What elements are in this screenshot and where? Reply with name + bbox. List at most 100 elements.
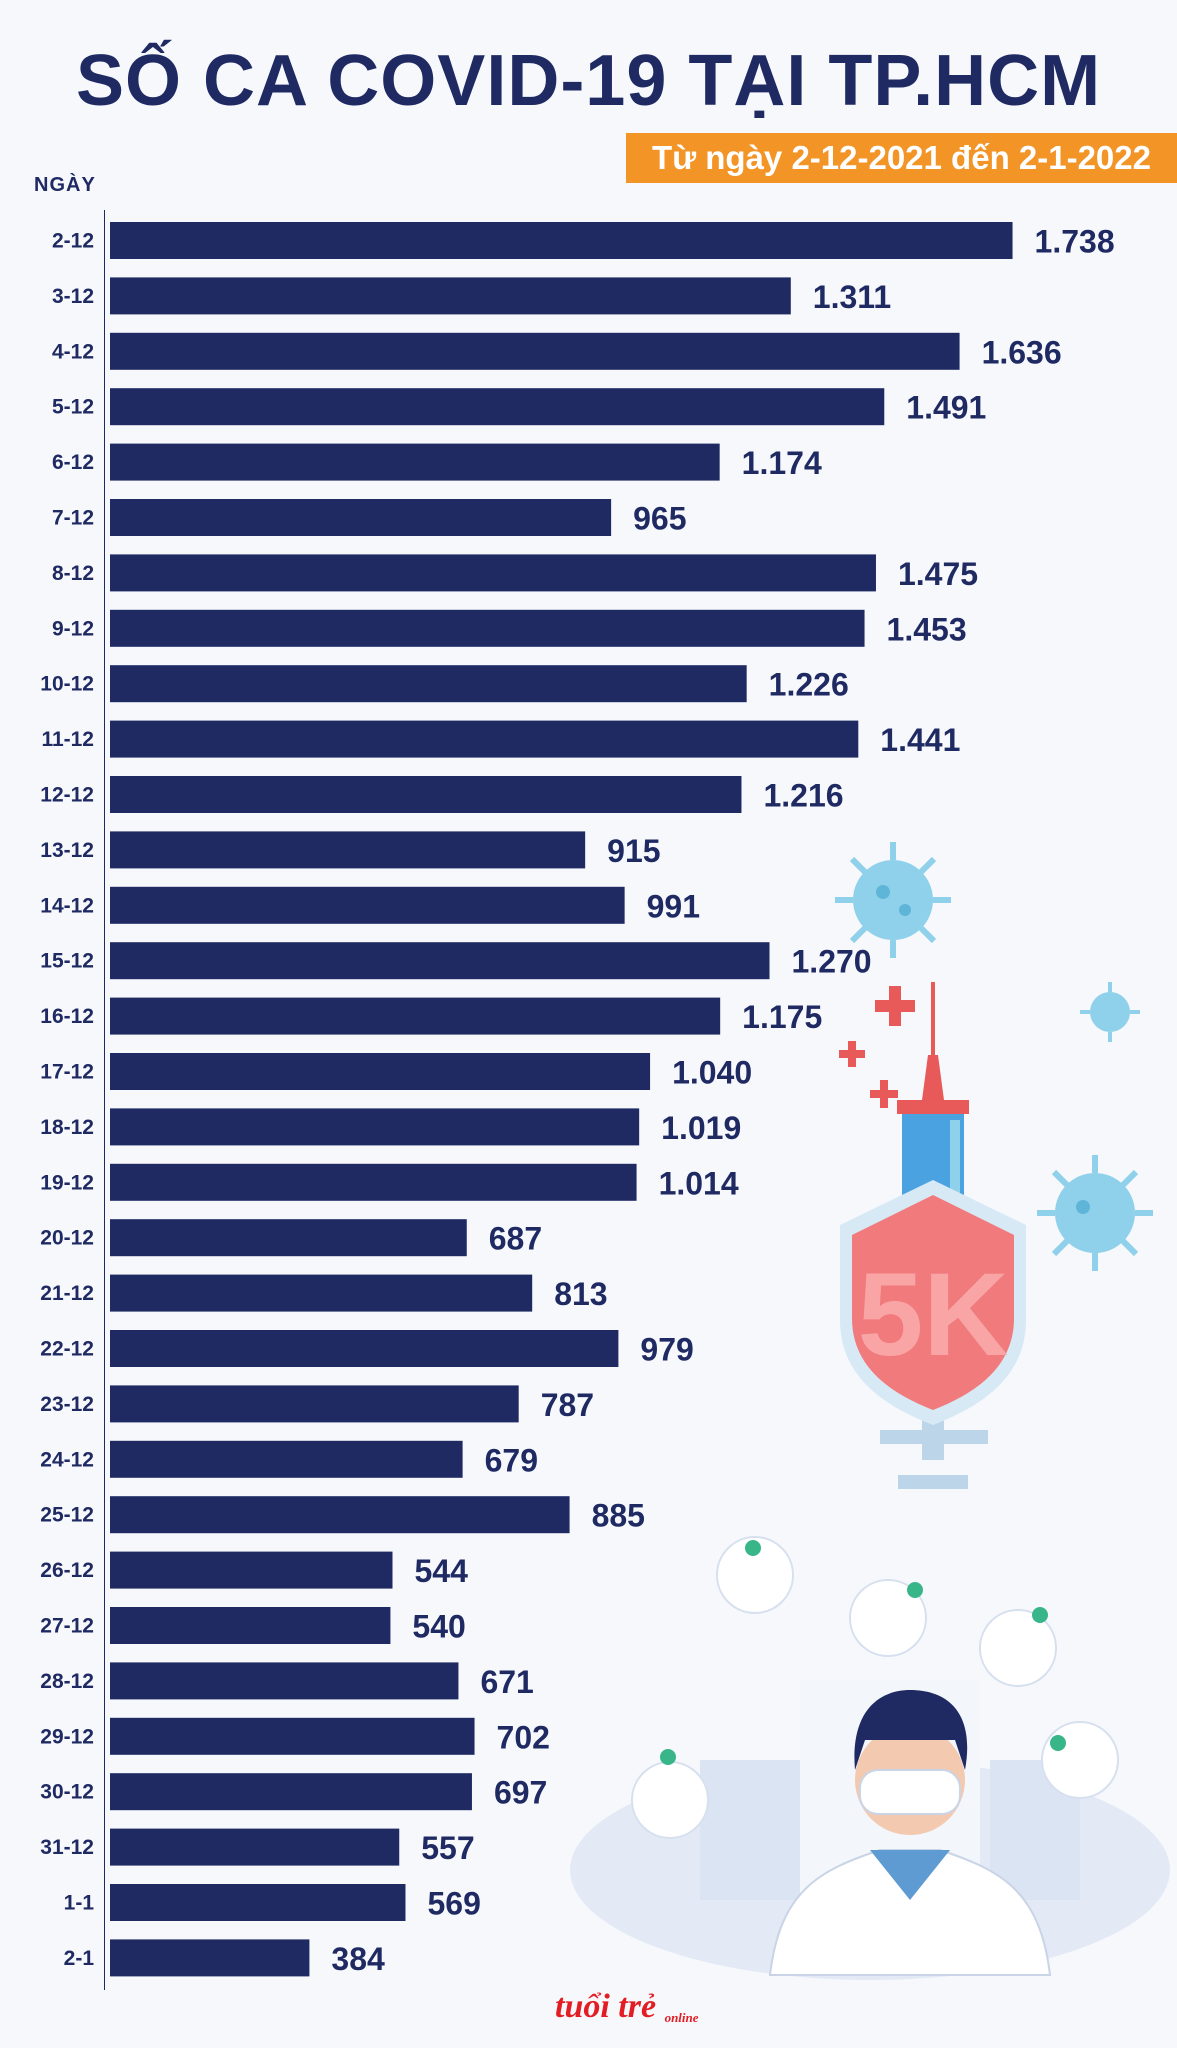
category-label: 2-12 [52,230,94,253]
bar [110,388,885,426]
bar [110,831,586,869]
category-label: 14-12 [40,894,94,917]
bar [110,1385,519,1423]
bar [110,1163,637,1201]
y-axis-line [104,210,105,1990]
value-label: 915 [607,833,660,869]
bar [110,1551,393,1589]
value-label: 787 [541,1387,594,1423]
value-label: 1.174 [742,445,822,481]
category-label: 19-12 [40,1171,94,1194]
category-label: 9-12 [52,617,94,640]
bar [110,1939,310,1977]
value-label: 544 [414,1553,468,1589]
value-label: 885 [592,1498,645,1534]
bar [110,1108,640,1146]
red-cross-icons [839,986,915,1108]
value-label: 1.311 [813,279,891,315]
value-label: 1.226 [769,667,849,703]
value-label: 569 [427,1886,480,1922]
category-label: 15-12 [40,950,94,973]
y-axis-label: NGÀY [34,174,96,196]
bar [110,1662,459,1700]
value-label: 1.175 [742,999,822,1035]
covid-virus-icon [835,842,951,958]
category-label: 2-1 [64,1947,95,1970]
category-label: 1-1 [64,1892,95,1915]
bar [110,609,865,647]
covid-virus-icon-small [1080,982,1140,1042]
value-label: 813 [554,1276,607,1312]
bar [110,1607,391,1644]
bar [110,1330,619,1367]
value-label: 687 [489,1221,542,1257]
value-label: 1.738 [1035,224,1115,260]
category-label: 12-12 [40,784,94,807]
category-label: 4-12 [52,340,94,363]
bar [110,1496,570,1534]
category-label: 24-12 [40,1448,94,1471]
value-label: 1.216 [763,778,843,814]
bar [110,776,742,813]
category-label: 30-12 [40,1781,94,1804]
bar [110,1773,472,1811]
value-label: 679 [485,1442,538,1478]
bar [110,1717,475,1755]
category-label: 27-12 [40,1615,94,1638]
bar [110,332,960,370]
category-label: 3-12 [52,285,94,308]
value-label: 1.441 [880,722,960,758]
bar [110,499,612,536]
category-label: 18-12 [40,1116,94,1139]
shield-5k-text: 5K [858,1249,1009,1381]
tuoitre-logo: tuổi trẻ online [555,1988,699,2026]
value-label: 1.014 [659,1165,739,1201]
value-label: 1.019 [661,1110,741,1146]
category-label: 5-12 [52,396,94,419]
category-label: 25-12 [40,1504,94,1527]
category-label: 20-12 [40,1227,94,1250]
bar [110,720,859,758]
category-label: 29-12 [40,1725,94,1748]
value-label: 540 [412,1609,465,1645]
value-label: 965 [633,501,686,537]
value-label: 384 [331,1941,385,1977]
doctor-illustration [570,1536,1170,1980]
logo-main-text: tuổi trẻ [555,1988,657,2025]
bar [110,277,791,315]
page-title: SỐ CA COVID-19 TẠI TP.HCM [75,41,1102,121]
bar [110,1440,463,1478]
category-label: 26-12 [40,1559,94,1582]
category-label: 10-12 [40,673,94,696]
value-label: 991 [647,888,700,924]
bar [110,222,1013,259]
value-label: 1.453 [887,611,967,647]
category-label: 7-12 [52,507,94,530]
category-label: 13-12 [40,839,94,862]
value-label: 979 [640,1332,693,1368]
value-label: 1.636 [982,334,1062,370]
category-label: 17-12 [40,1061,94,1084]
value-label: 557 [421,1830,474,1866]
bar [110,1053,651,1090]
bar [110,997,721,1035]
value-label: 697 [494,1775,547,1811]
value-label: 1.270 [792,944,872,980]
5k-shield-icon: 5K [840,1180,1026,1425]
category-label: 11-12 [41,728,94,751]
category-label: 31-12 [40,1836,94,1859]
category-label: 23-12 [40,1393,94,1416]
bar [110,1828,400,1866]
bar [110,1884,406,1921]
category-label: 28-12 [40,1670,94,1693]
bar [110,665,747,703]
value-label: 671 [480,1664,533,1700]
bar [110,443,720,481]
value-label: 1.040 [672,1055,752,1091]
value-label: 1.475 [898,556,978,592]
category-label: 22-12 [40,1338,94,1361]
date-range-badge: Từ ngày 2-12-2021 đến 2-1-2022 [626,133,1177,183]
bars-layer: 2-12 1.738 3-12 1.311 4-12 1.636 5-12 1.491 6-12… [40,222,1115,1977]
covid-virus-icon-right [1037,1155,1153,1271]
